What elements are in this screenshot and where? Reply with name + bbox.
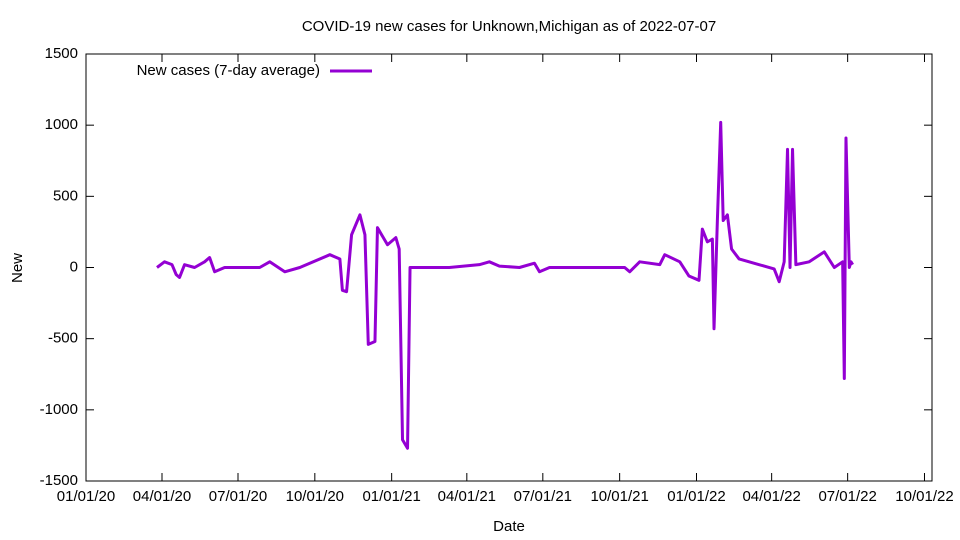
- x-tick-label: 10/01/21: [590, 488, 648, 505]
- y-tick-label: -1500: [40, 472, 78, 489]
- x-tick-label: 01/01/22: [667, 488, 725, 505]
- x-tick-label: 07/01/20: [209, 488, 267, 505]
- data-line: [156, 120, 854, 450]
- x-tick-label: 01/01/20: [57, 488, 115, 505]
- x-tick-label: 01/01/21: [362, 488, 420, 505]
- chart-title: COVID-19 new cases for Unknown,Michigan …: [302, 18, 716, 35]
- y-axis-label: New: [9, 253, 26, 283]
- y-tick-label: -1000: [40, 401, 78, 418]
- x-tick-label: 07/01/22: [818, 488, 876, 505]
- y-tick-label: 500: [53, 187, 78, 204]
- x-tick-label: 04/01/21: [438, 488, 496, 505]
- x-tick-label: 10/01/20: [286, 488, 344, 505]
- x-tick-label: 10/01/22: [895, 488, 953, 505]
- x-axis-label: Date: [493, 518, 525, 535]
- y-tick-label: 0: [70, 258, 78, 275]
- legend-label: New cases (7-day average): [137, 62, 320, 79]
- x-tick-label: 07/01/21: [514, 488, 572, 505]
- y-tick-label: -500: [48, 330, 78, 347]
- y-tick-label: 1500: [45, 45, 78, 62]
- x-tick-label: 04/01/20: [133, 488, 191, 505]
- x-tick-label: 04/01/22: [742, 488, 800, 505]
- y-tick-label: 1000: [45, 116, 78, 133]
